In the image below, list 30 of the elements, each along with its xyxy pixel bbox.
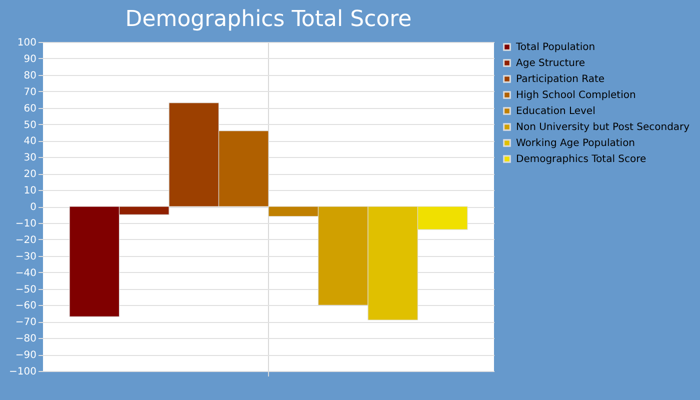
legend-label: Demographics Total Score — [516, 154, 646, 165]
legend-label: Working Age Population — [516, 138, 636, 149]
y-tick-label: −60 — [15, 300, 36, 312]
y-tick-label: −100 — [9, 366, 36, 378]
legend-label: Education Level — [516, 106, 596, 117]
legend-label: High School Completion — [516, 90, 636, 101]
legend-label: Total Population — [515, 42, 596, 53]
legend-label: Participation Rate — [516, 74, 605, 85]
y-tick-label: −30 — [15, 251, 36, 262]
chart-title: Demographics Total Score — [125, 7, 412, 32]
y-tick-label: −90 — [15, 350, 36, 362]
y-tick-label: 20 — [24, 169, 36, 180]
y-tick-label: −40 — [15, 268, 36, 279]
legend-label: Age Structure — [516, 58, 586, 69]
y-tick-label: 100 — [17, 38, 36, 48]
y-tick-label: −20 — [15, 234, 36, 246]
y-tick-label: −10 — [15, 218, 36, 230]
y-tick-label: −80 — [15, 334, 36, 345]
legend-label: Non University but Post Secondary — [516, 122, 690, 133]
y-tick-label: 90 — [24, 54, 36, 65]
y-tick-label: 70 — [24, 86, 36, 98]
y-tick-label: −50 — [15, 284, 36, 296]
y-tick-label: −70 — [15, 317, 36, 328]
y-tick-label: 0 — [30, 202, 36, 213]
y-tick-label: 40 — [24, 136, 36, 148]
y-tick-label: 30 — [24, 152, 36, 164]
y-tick-label: 10 — [24, 186, 36, 197]
y-tick-label: 50 — [24, 120, 36, 131]
y-tick-label: 80 — [24, 70, 36, 82]
y-tick-label: 60 — [24, 103, 36, 114]
